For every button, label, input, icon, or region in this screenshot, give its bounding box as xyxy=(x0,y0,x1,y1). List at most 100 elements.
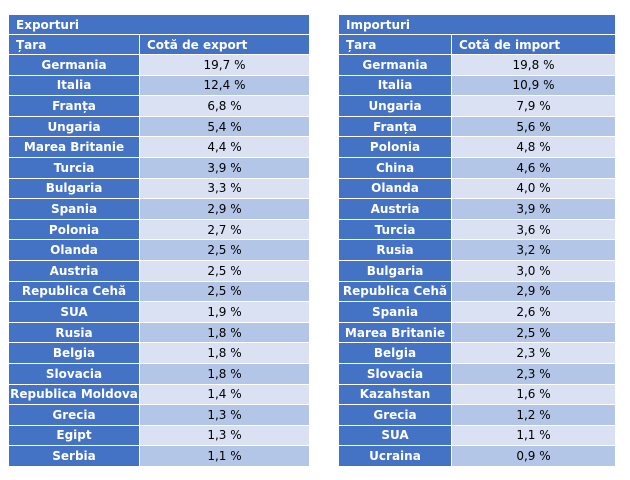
share-cell: 2,3 % xyxy=(451,362,616,385)
share-cell: 2,5 % xyxy=(139,239,310,261)
table-row: Polonia 2,7 % xyxy=(8,218,310,241)
country-cell: Spania xyxy=(8,198,140,220)
country-cell: Slovacia xyxy=(8,362,140,385)
table-row: Turcia 3,9 % xyxy=(8,156,310,179)
exports-table: Exporturi Țara Cotă de export Germania 19,… xyxy=(8,14,310,467)
share-cell: 3,2 % xyxy=(451,239,616,261)
table-row: Republica Moldova 1,4 % xyxy=(8,383,310,406)
share-cell: 2,6 % xyxy=(451,301,616,323)
table-row: Bulgaria 3,3 % xyxy=(8,177,310,200)
country-cell: Grecia xyxy=(338,404,452,426)
table-row: Belgia 1,8 % xyxy=(8,342,310,364)
table-row: Kazahstan 1,6 % xyxy=(338,383,616,406)
country-cell: Italia xyxy=(8,74,140,97)
country-cell: SUA xyxy=(338,424,452,447)
share-cell: 1,3 % xyxy=(139,424,310,447)
share-cell: 2,5 % xyxy=(139,259,310,282)
table-row: Franța 6,8 % xyxy=(8,95,310,117)
share-cell: 1,1 % xyxy=(451,424,616,447)
country-cell: Marea Britanie xyxy=(8,136,140,158)
table-row: Republica Cehă 2,5 % xyxy=(8,280,310,303)
country-cell: Belgia xyxy=(8,342,140,364)
share-cell: 3,3 % xyxy=(139,177,310,200)
country-cell: Polonia xyxy=(338,136,452,158)
share-cell: 1,2 % xyxy=(451,404,616,426)
share-cell: 2,3 % xyxy=(451,342,616,364)
table-title: Importuri xyxy=(338,14,616,35)
table-row: Franța 5,6 % xyxy=(338,115,616,138)
share-cell: 4,8 % xyxy=(451,136,616,158)
share-cell: 2,9 % xyxy=(139,198,310,220)
country-cell: Franța xyxy=(338,115,452,138)
table-row: Italia 10,9 % xyxy=(338,74,616,97)
column-header-country: Țara xyxy=(8,34,140,55)
country-cell: Turcia xyxy=(338,218,452,241)
table-row: SUA 1,1 % xyxy=(338,424,616,447)
table-row: Serbia 1,1 % xyxy=(8,445,310,467)
country-cell: Germania xyxy=(338,54,452,76)
country-cell: Rusia xyxy=(8,321,140,344)
share-cell: 1,8 % xyxy=(139,321,310,344)
share-cell: 19,8 % xyxy=(451,54,616,76)
country-cell: Turcia xyxy=(8,156,140,179)
share-cell: 4,0 % xyxy=(451,177,616,200)
country-cell: Egipt xyxy=(8,424,140,447)
table-row: Slovacia 2,3 % xyxy=(338,362,616,385)
table-row: Germania 19,7 % xyxy=(8,54,310,76)
share-cell: 1,9 % xyxy=(139,301,310,323)
share-cell: 0,9 % xyxy=(451,445,616,467)
country-cell: Kazahstan xyxy=(338,383,452,406)
table-row: Rusia 3,2 % xyxy=(338,239,616,261)
column-header-country: Țara xyxy=(338,34,452,55)
table-row: Grecia 1,2 % xyxy=(338,404,616,426)
table-row: Belgia 2,3 % xyxy=(338,342,616,364)
country-cell: Italia xyxy=(338,74,452,97)
share-cell: 1,6 % xyxy=(451,383,616,406)
table-row: Spania 2,6 % xyxy=(338,301,616,323)
table-row: China 4,6 % xyxy=(338,156,616,179)
country-cell: Olanda xyxy=(338,177,452,200)
country-cell: Olanda xyxy=(8,239,140,261)
table-row: Olanda 4,0 % xyxy=(338,177,616,200)
share-cell: 2,5 % xyxy=(139,280,310,303)
table-row: Olanda 2,5 % xyxy=(8,239,310,261)
share-cell: 2,5 % xyxy=(451,321,616,344)
country-cell: Republica Cehă xyxy=(338,280,452,303)
country-cell: Belgia xyxy=(338,342,452,364)
table-row: Rusia 1,8 % xyxy=(8,321,310,344)
column-header-share: Cotă de import xyxy=(451,34,616,55)
country-cell: Spania xyxy=(338,301,452,323)
country-cell: Bulgaria xyxy=(8,177,140,200)
table-row: Germania 19,8 % xyxy=(338,54,616,76)
share-cell: 10,9 % xyxy=(451,74,616,97)
table-row: Ungaria 5,4 % xyxy=(8,115,310,138)
share-cell: 1,3 % xyxy=(139,404,310,426)
country-cell: Germania xyxy=(8,54,140,76)
table-row: Austria 2,5 % xyxy=(8,259,310,282)
country-cell: SUA xyxy=(8,301,140,323)
country-cell: China xyxy=(338,156,452,179)
table-row: Grecia 1,3 % xyxy=(8,404,310,426)
country-cell: Polonia xyxy=(8,218,140,241)
share-cell: 4,4 % xyxy=(139,136,310,158)
share-cell: 1,8 % xyxy=(139,342,310,364)
country-cell: Bulgaria xyxy=(338,259,452,282)
table-row: Turcia 3,6 % xyxy=(338,218,616,241)
country-cell: Austria xyxy=(8,259,140,282)
country-cell: Republica Cehă xyxy=(8,280,140,303)
country-cell: Rusia xyxy=(338,239,452,261)
table-row: Polonia 4,8 % xyxy=(338,136,616,158)
country-cell: Marea Britanie xyxy=(338,321,452,344)
country-cell: Ucraina xyxy=(338,445,452,467)
table-row: Spania 2,9 % xyxy=(8,198,310,220)
share-cell: 19,7 % xyxy=(139,54,310,76)
share-cell: 1,8 % xyxy=(139,362,310,385)
table-row: Slovacia 1,8 % xyxy=(8,362,310,385)
table-row: Marea Britanie 4,4 % xyxy=(8,136,310,158)
table-row: Egipt 1,3 % xyxy=(8,424,310,447)
table-row: Marea Britanie 2,5 % xyxy=(338,321,616,344)
table-row: Republica Cehă 2,9 % xyxy=(338,280,616,303)
table-row: Austria 3,9 % xyxy=(338,198,616,220)
table-row: Bulgaria 3,0 % xyxy=(338,259,616,282)
share-cell: 4,6 % xyxy=(451,156,616,179)
